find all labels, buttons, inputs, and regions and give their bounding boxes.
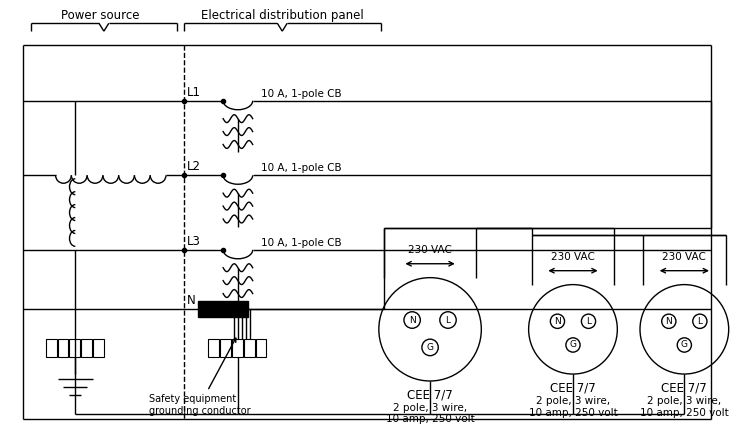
Text: L: L — [697, 317, 702, 326]
Text: L: L — [586, 317, 591, 326]
Text: 10 A, 1-pole CB: 10 A, 1-pole CB — [260, 89, 341, 99]
Text: Electrical distribution panel: Electrical distribution panel — [201, 9, 363, 22]
Text: L: L — [445, 316, 451, 325]
Bar — [255, 339, 266, 357]
Text: CEE 7/7: CEE 7/7 — [407, 389, 453, 402]
Bar — [243, 339, 255, 357]
Text: N: N — [186, 294, 195, 307]
Text: L3: L3 — [186, 235, 201, 248]
Text: L2: L2 — [186, 160, 201, 173]
Text: 2 pole, 3 wire,
10 amp, 250 volt: 2 pole, 3 wire, 10 amp, 250 volt — [640, 396, 729, 417]
Bar — [209, 339, 219, 357]
Text: N: N — [665, 317, 672, 326]
Text: G: G — [681, 341, 688, 349]
Text: 10 A, 1-pole CB: 10 A, 1-pole CB — [260, 163, 341, 173]
Text: 230 VAC: 230 VAC — [408, 245, 452, 255]
Text: N: N — [554, 317, 561, 326]
Text: L1: L1 — [186, 86, 201, 99]
Bar — [46, 339, 56, 357]
Bar — [70, 339, 80, 357]
Bar — [58, 339, 68, 357]
Bar — [93, 339, 104, 357]
Text: N: N — [408, 316, 416, 325]
Text: G: G — [426, 343, 434, 352]
Text: 230 VAC: 230 VAC — [662, 252, 706, 262]
Text: CEE 7/7: CEE 7/7 — [550, 382, 596, 395]
Text: Safety equipment
grounding conductor: Safety equipment grounding conductor — [149, 338, 251, 416]
Text: 2 pole, 3 wire,
10 amp, 250 volt: 2 pole, 3 wire, 10 amp, 250 volt — [386, 403, 474, 424]
Bar — [81, 339, 92, 357]
Text: 230 VAC: 230 VAC — [551, 252, 595, 262]
Text: CEE 7/7: CEE 7/7 — [662, 382, 707, 395]
Bar — [198, 301, 248, 317]
Text: Power source: Power source — [61, 9, 139, 22]
Text: G: G — [570, 341, 576, 349]
Bar — [221, 339, 231, 357]
Bar — [232, 339, 243, 357]
Text: 10 A, 1-pole CB: 10 A, 1-pole CB — [260, 238, 341, 248]
Text: 2 pole, 3 wire,
10 amp, 250 volt: 2 pole, 3 wire, 10 amp, 250 volt — [528, 396, 617, 417]
